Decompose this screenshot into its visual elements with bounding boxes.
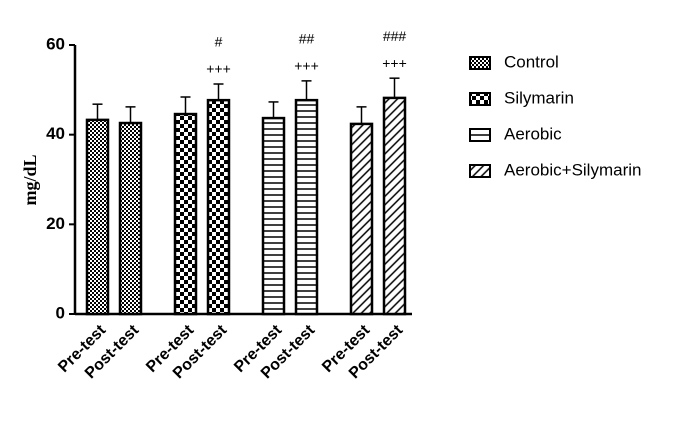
bar — [349, 122, 374, 316]
legend-label: Control — [504, 52, 559, 71]
legend-label: Aerobic — [504, 124, 562, 143]
legend-label: Aerobic+Silymarin — [504, 160, 641, 179]
legend-swatch — [469, 92, 491, 106]
y-tick-label: 0 — [56, 303, 65, 322]
annotation: ### — [383, 28, 407, 44]
y-axis-label: mg/dL — [20, 154, 40, 205]
bar — [173, 112, 198, 316]
bar — [261, 116, 286, 316]
y-tick-label: 60 — [46, 34, 65, 53]
bar — [206, 98, 231, 316]
legend-swatch — [469, 164, 491, 178]
bar — [294, 98, 319, 316]
y-tick-label: 40 — [46, 124, 65, 143]
legend-swatch — [469, 128, 491, 142]
annotation: +++ — [206, 61, 231, 77]
legend-swatch — [469, 56, 491, 70]
bar — [382, 96, 407, 316]
annotation: +++ — [294, 58, 319, 74]
annotation: ## — [299, 31, 315, 47]
legend-label: Silymarin — [504, 88, 574, 107]
annotation: # — [215, 34, 223, 50]
bar — [85, 118, 110, 316]
annotation: +++ — [382, 55, 407, 71]
bar — [118, 121, 143, 316]
y-tick-label: 20 — [46, 214, 65, 233]
